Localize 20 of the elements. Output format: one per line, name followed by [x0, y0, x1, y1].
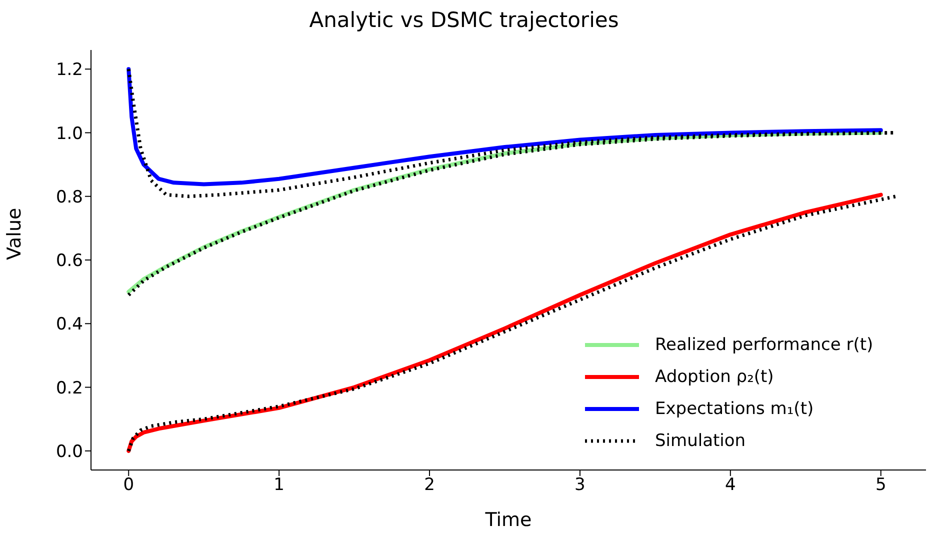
y-tick-label: 0.6 [56, 251, 83, 272]
y-tick-label: 0.2 [56, 378, 83, 398]
x-tick-label: 4 [725, 475, 736, 496]
x-tick-label: 3 [574, 475, 586, 496]
x-tick-label: 5 [875, 475, 886, 496]
y-tick-label: 1.2 [56, 60, 83, 80]
legend-label: Simulation [655, 431, 746, 451]
y-tick-label: 0.0 [56, 442, 83, 462]
legend-label: Expectations m₁(t) [655, 399, 814, 419]
y-axis-title: Value [4, 208, 26, 260]
legend-label: Adoption ρ₂(t) [655, 367, 774, 387]
x-tick-label: 2 [424, 475, 435, 496]
x-axis-title: Time [484, 509, 532, 531]
y-tick-label: 0.8 [56, 187, 83, 208]
x-tick-label: 1 [274, 475, 284, 496]
y-tick-label: 1.0 [56, 124, 83, 144]
x-tick-label: 0 [123, 475, 134, 496]
legend-label: Realized performance r(t) [655, 335, 874, 355]
y-tick-label: 0.4 [56, 314, 83, 335]
chart-title: Analytic vs DSMC trajectories [308, 8, 620, 32]
